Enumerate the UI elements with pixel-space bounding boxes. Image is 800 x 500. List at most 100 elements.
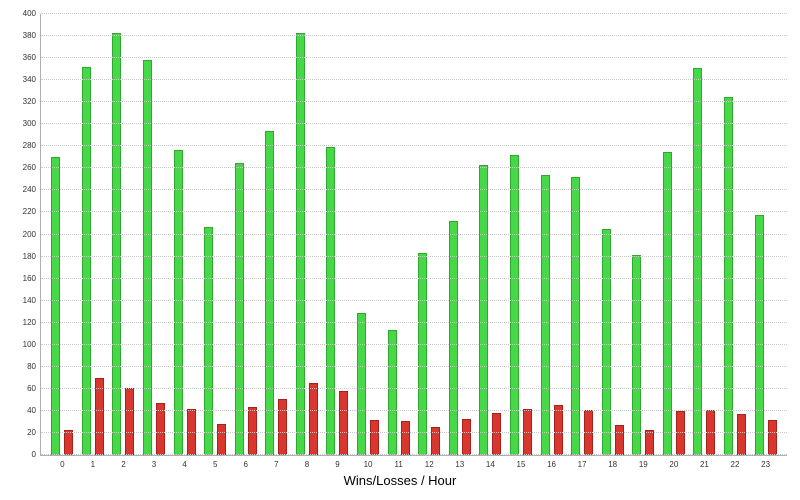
gridline [41, 57, 787, 59]
bar-group: 4 [169, 14, 200, 469]
x-axis-tick-label: 0 [60, 460, 65, 469]
losses-bar [156, 403, 166, 455]
y-axis-tick-label: 120 [22, 317, 36, 327]
losses-bar [431, 427, 441, 455]
x-axis-tick-label: 19 [638, 460, 648, 469]
gridline [41, 431, 787, 433]
losses-bar [278, 398, 288, 455]
x-axis-tick-label: 23 [761, 460, 771, 469]
losses-bar [217, 424, 227, 455]
x-axis-tick-label: 22 [730, 460, 740, 469]
x-axis-tick-label: 10 [363, 460, 373, 469]
wins-bar [662, 151, 672, 455]
wins-bar [234, 162, 244, 455]
gridline [41, 13, 787, 14]
gridline [41, 79, 787, 81]
x-axis-tick-label: 18 [608, 460, 618, 469]
losses-bar [461, 418, 471, 455]
bar-group: 12 [414, 14, 445, 469]
losses-bar [522, 408, 532, 455]
wins-bar [81, 66, 91, 455]
y-axis-tick-label: 40 [27, 405, 36, 415]
bar-group: 3 [139, 14, 170, 469]
wins-bar [509, 155, 519, 455]
y-axis-tick-label: 320 [22, 97, 36, 107]
gridline [41, 35, 787, 37]
bar-group: 6 [230, 14, 261, 469]
losses-bar [492, 413, 502, 455]
bar-group: 1 [78, 14, 109, 469]
losses-bar [737, 414, 746, 455]
bar-group: 9 [322, 14, 353, 469]
x-axis-tick-label: 15 [516, 460, 526, 469]
losses-bar [94, 377, 104, 455]
gridline [41, 343, 787, 345]
x-axis-tick-label: 5 [212, 460, 218, 469]
gridline [41, 255, 787, 257]
gridline [41, 189, 787, 191]
gridline [41, 454, 787, 455]
gridline [41, 211, 787, 213]
x-axis-tick-label: 17 [577, 460, 587, 469]
x-axis-tick-label: 1 [90, 460, 96, 469]
x-axis-tick-label: 3 [151, 460, 157, 469]
losses-bar [767, 419, 777, 455]
gridline [41, 409, 787, 411]
wins-bar [601, 229, 611, 455]
x-axis-tick-label: 12 [424, 460, 434, 469]
x-axis-tick-label: 11 [394, 460, 403, 469]
wins-bar [51, 157, 61, 455]
bar-group: 15 [506, 14, 537, 469]
gridline [41, 233, 787, 235]
y-axis-tick-label: 100 [22, 339, 36, 349]
x-axis-tick-label: 6 [243, 460, 248, 469]
y-axis-tick-label: 80 [27, 361, 36, 371]
wins-bar [693, 68, 703, 455]
y-axis-tick-label: 380 [22, 31, 36, 41]
y-axis-tick-label: 20 [27, 427, 36, 437]
x-axis-tick-label: 2 [121, 460, 126, 469]
losses-bar [308, 383, 318, 455]
y-axis-tick-label: 300 [22, 119, 36, 129]
x-axis-tick-label: 16 [547, 460, 556, 469]
gridline [41, 277, 787, 279]
wins-bar [357, 312, 367, 455]
wins-bar [204, 226, 214, 455]
wins-bar [724, 96, 733, 455]
wins-bar [754, 214, 764, 455]
losses-bar [370, 419, 380, 455]
wins-bar [632, 255, 642, 455]
wins-bar [112, 32, 122, 455]
bar-group: 20 [659, 14, 690, 469]
x-axis-tick-label: 9 [335, 460, 340, 469]
y-axis-tick-label: 400 [22, 9, 36, 18]
plot-area: 0 1 2 3 4 5 6 7 8 9 10 11 12 13 14 15 16 17 18 19 20 21 22 23 0… [23, 10, 787, 469]
wins-bar [418, 253, 428, 455]
gridline [41, 167, 787, 169]
y-axis-tick-label: 200 [22, 229, 36, 239]
gridline [41, 365, 787, 367]
losses-bar [400, 420, 410, 455]
y-axis-tick-label: 280 [22, 141, 36, 151]
wins-bar [173, 149, 183, 455]
gridline [41, 145, 787, 147]
gridline [41, 299, 787, 301]
y-axis-tick-label: 360 [22, 53, 36, 63]
bar-group: 23 [750, 14, 781, 469]
wins-bar [571, 177, 581, 455]
losses-bar [125, 387, 135, 455]
bar-group: 13 [445, 14, 476, 469]
bar-group: 7 [261, 14, 292, 469]
losses-bar [614, 425, 624, 455]
losses-bar [553, 405, 563, 455]
y-axis-tick-label: 240 [22, 185, 36, 195]
gridline [41, 321, 787, 323]
wins-bar [387, 330, 397, 455]
x-axis-tick-label: 21 [699, 460, 709, 469]
y-axis-tick-label: 0 [31, 450, 36, 459]
y-axis-tick-label: 340 [22, 75, 36, 85]
x-axis-title: Wins/Losses / Hour [343, 473, 457, 488]
bar-group: 0 [47, 14, 78, 469]
y-axis-tick-label: 160 [22, 273, 36, 283]
